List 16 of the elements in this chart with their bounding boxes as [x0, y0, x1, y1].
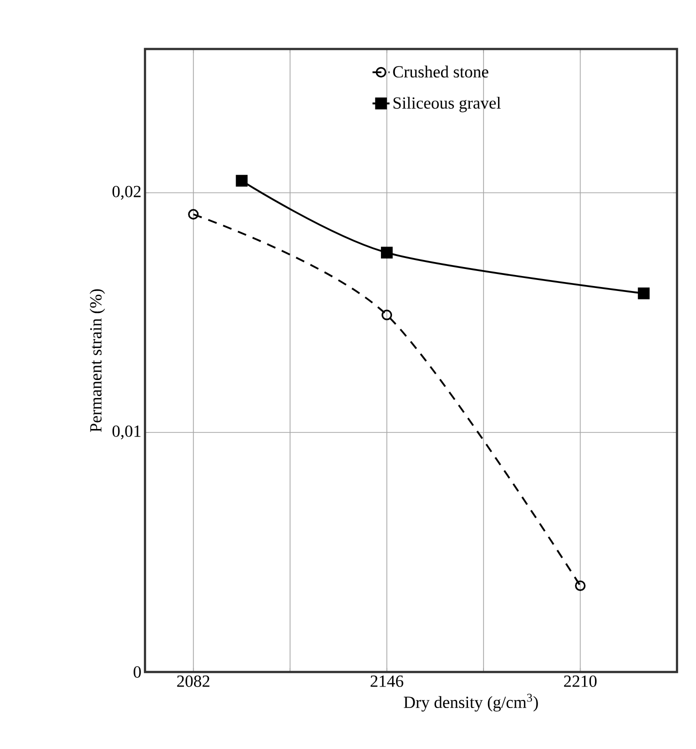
point [638, 288, 650, 300]
point [574, 580, 586, 592]
y-tick-label: 0 [134, 666, 141, 678]
point [380, 246, 393, 259]
x-tick-label: 2146 [370, 676, 404, 687]
y-tick-label: 0,02 [112, 186, 141, 200]
legend-label: Crushed stone [393, 66, 488, 78]
y-axis-title: Permanent strain (%) [90, 289, 106, 432]
x-axis-title: Dry density (g/cm$^{3}$) [404, 694, 538, 712]
point [236, 174, 248, 187]
point [188, 209, 199, 220]
x-tick-label: 2210 [564, 676, 597, 687]
point [382, 310, 392, 320]
y-tick-label: 0,01 [112, 425, 140, 440]
x-tick-label: 2082 [177, 676, 210, 687]
legend-label: Siliceous gravel [394, 96, 501, 112]
